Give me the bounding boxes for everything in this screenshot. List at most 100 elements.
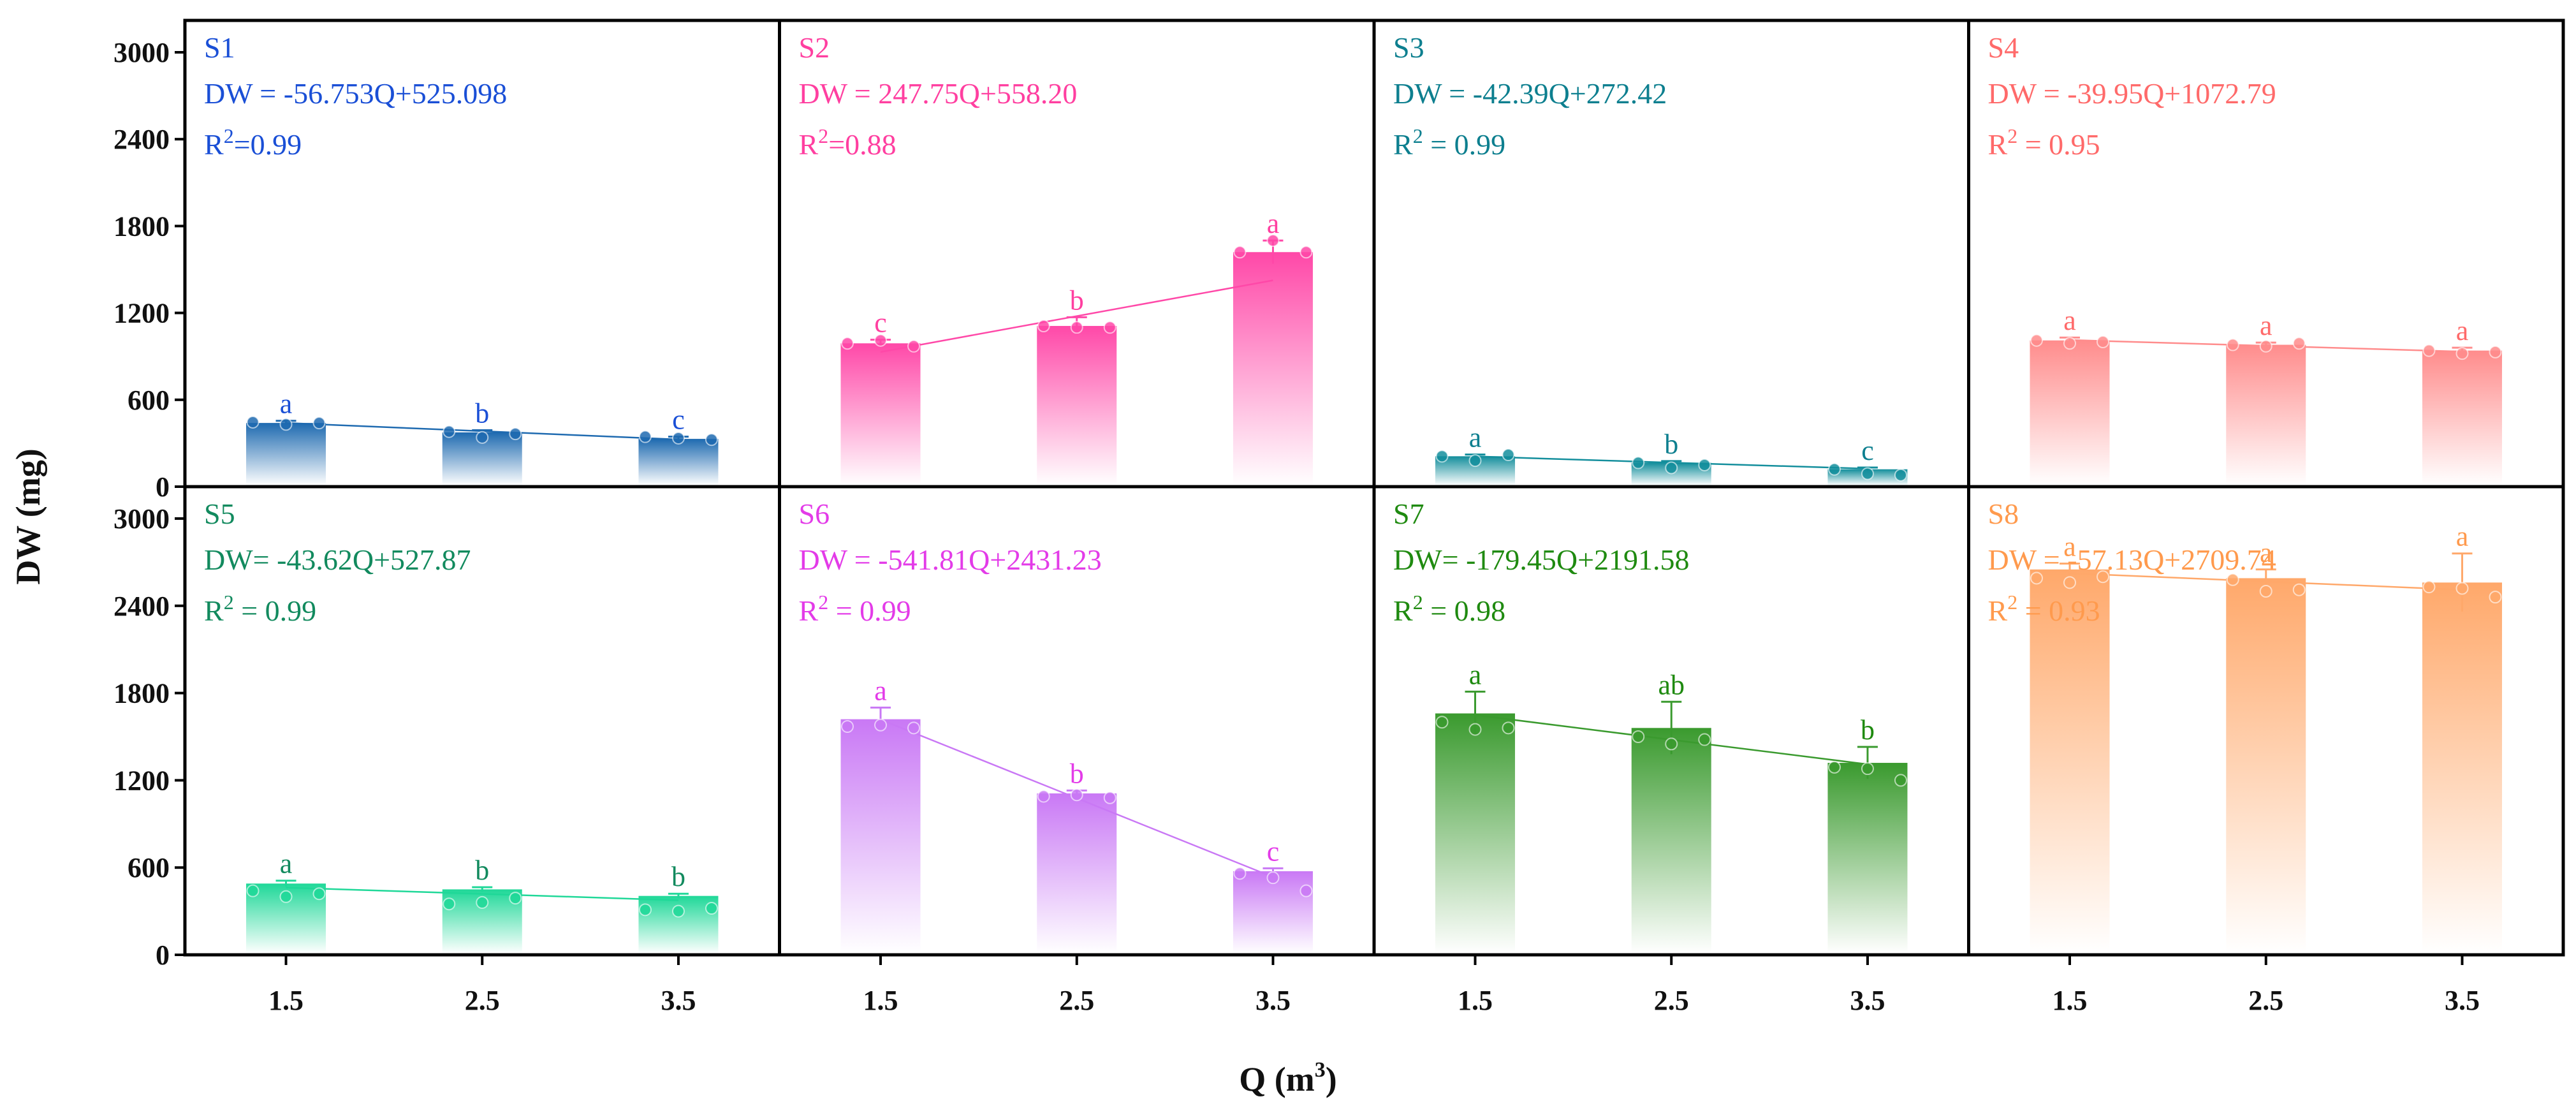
- panel-s3: a b c S3 DW = -42.39Q+272.42 R2 = 0.99: [1393, 31, 1908, 485]
- panel-s8: a a a S8 DW = -57.13Q+2709.74 R2 = 0.93: [1988, 498, 2502, 954]
- data-point: [1070, 321, 1083, 334]
- fit-line: [286, 887, 679, 901]
- data-point: [476, 896, 489, 909]
- bar: [2226, 578, 2306, 954]
- data-point: [638, 903, 652, 917]
- data-point: [279, 418, 293, 431]
- significance-letter: b: [1664, 429, 1678, 460]
- data-point: [2292, 583, 2306, 596]
- data-point: [1698, 458, 1711, 471]
- x-tick-label: 3.5: [661, 985, 696, 1016]
- x-axis-title: Q (m3): [1239, 1058, 1336, 1098]
- significance-letter: b: [1861, 714, 1875, 746]
- significance-letter: a: [874, 675, 887, 706]
- bar: [1631, 728, 1711, 954]
- panel-label: S4: [1988, 31, 2019, 64]
- data-point: [2455, 347, 2469, 360]
- y-axis-title: DW (mg): [9, 448, 47, 584]
- x-tick-label: 3.5: [1255, 985, 1291, 1016]
- bar: [1037, 793, 1117, 954]
- significance-letter: a: [2063, 531, 2076, 563]
- data-point: [1502, 721, 1515, 735]
- data-point: [2489, 591, 2502, 604]
- panel-label: S5: [204, 498, 235, 530]
- data-point: [1468, 454, 1482, 468]
- r-squared: R2 = 0.93: [1988, 591, 2100, 627]
- significance-letter: ab: [1658, 669, 1685, 700]
- data-point: [705, 902, 718, 915]
- data-point: [2292, 337, 2306, 350]
- bar: [840, 719, 921, 954]
- data-point: [2030, 571, 2044, 585]
- regression-equation: DW= -179.45Q+2191.58: [1393, 543, 1690, 576]
- significance-letter: a: [1469, 422, 1482, 453]
- regression-equation: DW = 247.75Q+558.20: [799, 77, 1078, 110]
- data-point: [509, 892, 522, 905]
- x-tick-label: 1.5: [268, 985, 304, 1016]
- panel-s4: a a a S4 DW = -39.95Q+1072.79 R2 = 0.95: [1988, 31, 2502, 485]
- bar: [638, 439, 719, 485]
- bar: [1435, 713, 1516, 954]
- data-point: [1070, 788, 1083, 802]
- data-point: [312, 887, 326, 901]
- x-axis-title-main: Q (m: [1239, 1060, 1314, 1098]
- data-point: [1233, 246, 1247, 259]
- data-point: [874, 718, 888, 732]
- data-point: [246, 415, 260, 429]
- data-point: [1435, 450, 1449, 463]
- data-point: [2226, 338, 2239, 351]
- data-point: [1266, 234, 1280, 247]
- regression-equation: DW = -57.13Q+2709.74: [1988, 543, 2276, 576]
- regression-equation: DW = -541.81Q+2431.23: [799, 543, 1102, 576]
- data-point: [2030, 334, 2044, 347]
- y-tick-label: 0: [156, 471, 170, 503]
- panel-s1: a b c S1 DW = -56.753Q+525.098 R2=0.99: [204, 31, 719, 485]
- data-point: [2422, 580, 2436, 594]
- bar: [840, 343, 921, 485]
- fit-line: [880, 279, 1273, 353]
- data-point: [2455, 582, 2469, 595]
- significance-letter: b: [1070, 284, 1084, 316]
- x-tick-label: 2.5: [1059, 985, 1094, 1016]
- y-tick-label: 0: [156, 940, 170, 971]
- data-point: [2097, 570, 2110, 584]
- significance-letter: a: [2456, 521, 2469, 552]
- significance-letter: a: [2260, 310, 2272, 341]
- data-point: [1861, 762, 1874, 776]
- data-point: [246, 884, 260, 897]
- significance-letter: a: [1267, 208, 1280, 239]
- significance-letter: b: [475, 397, 489, 429]
- significance-letter: c: [1267, 836, 1280, 867]
- data-point: [2489, 345, 2502, 358]
- bar: [1233, 871, 1313, 954]
- r-squared: R2=0.99: [204, 124, 302, 161]
- data-point: [1435, 716, 1449, 729]
- significance-letter: b: [475, 855, 489, 886]
- x-tick-label: 3.5: [1850, 985, 1885, 1016]
- data-point: [2063, 337, 2077, 350]
- data-point: [1665, 737, 1678, 751]
- x-tick-label: 1.5: [1458, 985, 1493, 1016]
- r-squared: R2 = 0.99: [1393, 124, 1505, 161]
- axes-layer: 0600120018002400300006001200180024003000…: [113, 18, 2565, 1016]
- significance-letter: b: [671, 861, 685, 892]
- data-point: [1665, 461, 1678, 475]
- bar: [1827, 763, 1908, 954]
- bar: [2030, 340, 2110, 485]
- r-squared: R2 = 0.99: [799, 591, 911, 627]
- x-tick-label: 3.5: [2445, 985, 2480, 1016]
- significance-letter: a: [280, 848, 293, 880]
- data-point: [2259, 339, 2272, 353]
- data-point: [509, 427, 522, 441]
- significance-letter: b: [1070, 758, 1084, 789]
- data-point: [2259, 585, 2272, 598]
- x-axis-title-close: ): [1326, 1060, 1337, 1098]
- data-point: [1299, 246, 1313, 259]
- bar: [2030, 569, 2110, 954]
- panel-s5: a b b S5 DW= -43.62Q+527.87 R2 = 0.99: [204, 498, 719, 954]
- data-point: [1698, 733, 1711, 746]
- data-point: [907, 339, 921, 353]
- x-tick-label: 1.5: [863, 985, 898, 1016]
